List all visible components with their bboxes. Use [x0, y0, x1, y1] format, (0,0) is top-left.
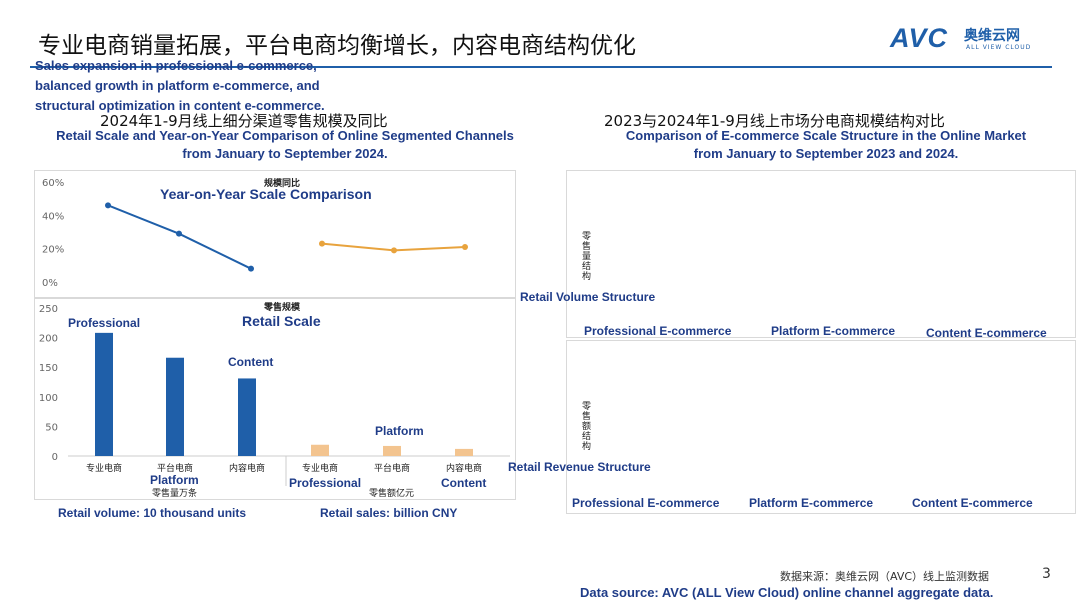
data-point — [462, 244, 468, 250]
unit-sales-en: Retail sales: billion CNY — [320, 506, 458, 520]
y-tick-label: 250 — [39, 304, 58, 315]
yoy-chart: 0% 20% 40% 60% — [42, 178, 468, 289]
vol-cat-en-2: Platform E-commerce — [771, 324, 896, 338]
left-title-cn: 2024年1-9月线上细分渠道零售规模及同比 — [100, 112, 388, 130]
avc-logo: AVC — [890, 23, 949, 53]
volume-ylabel: 零售量结构 — [582, 232, 592, 282]
data-point — [248, 265, 254, 272]
right-title-en-2: from January to September 2023 and 2024. — [693, 146, 959, 161]
y-tick-label: 200 — [39, 334, 58, 345]
page-title: 专业电商销量拓展，平台电商均衡增长，内容电商结构优化 — [38, 33, 636, 59]
yoy-title-en: Year-on-Year Scale Comparison — [160, 186, 372, 202]
unit-sales-cn: 零售额亿元 — [369, 489, 415, 499]
source-en: Data source: AVC (ALL View Cloud) online… — [580, 585, 994, 600]
x-tick-label: 专业电商 — [86, 462, 122, 474]
x-tick-label: 平台电商 — [157, 462, 193, 474]
scale-title-en: Retail Scale — [242, 313, 321, 329]
scale-panel — [34, 298, 516, 500]
y-tick-label: 40% — [42, 211, 64, 222]
x-tick-label: 专业电商 — [302, 462, 338, 474]
source-cn: 数据来源：奥维云网（AVC）线上监测数据 — [780, 570, 990, 583]
bar — [95, 332, 113, 456]
right-title-cn: 2023与2024年1-9月线上市场分电商规模结构对比 — [604, 112, 945, 130]
bar — [166, 357, 184, 456]
label-content: Content — [228, 355, 274, 369]
data-point — [319, 240, 325, 247]
y-tick-label: 150 — [39, 363, 58, 374]
data-point — [105, 202, 111, 209]
bar — [455, 448, 473, 456]
y-tick-label: 0% — [42, 278, 58, 289]
right-title-en: Comparison of E-commerce Scale Structure… — [625, 128, 1027, 143]
series-line — [107, 204, 252, 270]
x-tick-label: 内容电商 — [229, 462, 265, 474]
volume-structure-label: Retail Volume Structure — [520, 290, 656, 304]
label-professional-b: Professional — [289, 476, 362, 490]
revenue-ylabel: 零售额结构 — [582, 402, 592, 452]
page-number: 3 — [1042, 566, 1051, 582]
bar — [311, 444, 329, 456]
vol-cat-en-1: Professional E-commerce — [584, 324, 732, 338]
volume-structure-panel — [566, 170, 1076, 338]
y-tick-label: 20% — [42, 245, 64, 256]
x-tick-label: 内容电商 — [446, 462, 482, 474]
label-professional: Professional — [68, 316, 141, 330]
label-platform-b: Platform — [375, 424, 424, 438]
x-tick-label: 平台电商 — [374, 462, 410, 474]
logo-cn: 奥维云网 — [964, 28, 1020, 44]
left-title-en: Retail Scale and Year-on-Year Comparison… — [56, 128, 514, 143]
y-tick-label: 0 — [52, 452, 58, 463]
bar — [238, 378, 256, 456]
label-content-b: Content — [441, 476, 487, 490]
y-tick-label: 100 — [39, 393, 58, 404]
scale-title-cn: 零售规模 — [264, 303, 301, 313]
left-title-en-2: from January to September 2024. — [182, 146, 388, 161]
scale-chart: 0 50 100 150 200 250 专业电商 平台电商 内容电商 专业电商 平台电商 内容电商 — [39, 304, 510, 486]
subtitle-line: structural optimization in content e-com… — [35, 98, 325, 113]
header-rule — [30, 66, 1052, 68]
label-platform-a: Platform — [150, 473, 199, 487]
revenue-structure-label: Retail Revenue Structure — [508, 460, 651, 474]
revenue-structure-panel — [566, 340, 1076, 514]
data-point — [176, 230, 182, 237]
page-subtitle: Sales expansion in professional e-commer… — [35, 56, 325, 116]
data-point — [391, 247, 397, 254]
rev-cat-en-1: Professional E-commerce — [572, 496, 720, 510]
subtitle-line: balanced growth in platform e-commerce, … — [35, 78, 320, 93]
unit-volume-cn: 零售量万条 — [152, 489, 198, 499]
unit-volume-en: Retail volume: 10 thousand units — [58, 506, 247, 520]
yoy-title-cn: 规模同比 — [264, 179, 301, 189]
logo-en: ALL VIEW CLOUD — [966, 44, 1032, 51]
bar — [383, 445, 401, 456]
rev-cat-en-2: Platform E-commerce — [749, 496, 874, 510]
vol-cat-en-3: Content E-commerce — [926, 326, 1047, 340]
y-tick-label: 50 — [45, 422, 58, 433]
yoy-panel — [34, 170, 516, 298]
rev-cat-en-3: Content E-commerce — [912, 496, 1033, 510]
y-tick-label: 60% — [42, 178, 64, 189]
subtitle-line: Sales expansion in professional e-commer… — [35, 58, 317, 73]
